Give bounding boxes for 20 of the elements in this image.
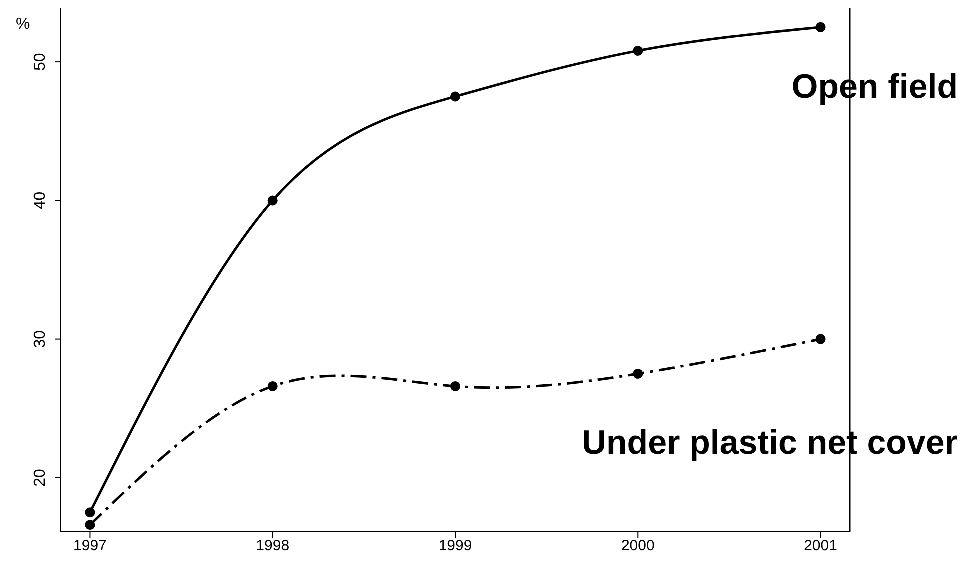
point: [816, 22, 826, 32]
y-tick-label: 50: [32, 53, 49, 71]
x-tick-label: 2000: [621, 538, 655, 555]
y-tick-label: 40: [32, 192, 49, 210]
y-axis-title: %: [16, 16, 30, 34]
y-tick-label: 20: [32, 468, 49, 487]
point: [85, 520, 96, 530]
point: [268, 196, 278, 206]
point: [450, 92, 460, 102]
point: [450, 381, 460, 392]
x-tick-label: 2001: [804, 538, 838, 555]
x-tick-label: 1997: [74, 538, 107, 555]
point: [633, 368, 644, 379]
x-tick-label: 1999: [438, 538, 472, 555]
point: [816, 334, 826, 344]
point: [85, 508, 96, 518]
y-tick-label: 30: [32, 330, 49, 348]
point: [633, 46, 644, 56]
x-tick-label: 1998: [256, 538, 290, 555]
point: [268, 381, 278, 392]
